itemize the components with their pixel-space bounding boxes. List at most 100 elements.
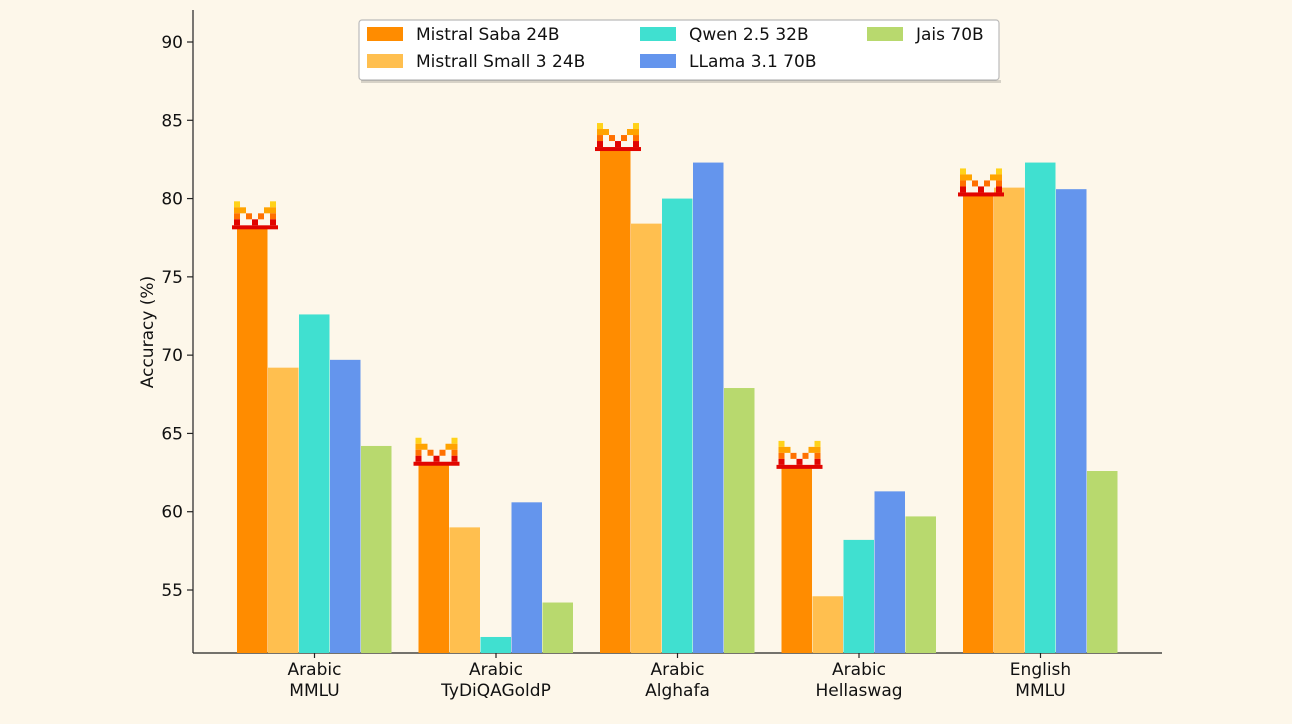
logo-pixel — [633, 135, 639, 142]
x-tick-label: Arabic — [832, 660, 886, 680]
bar — [1056, 189, 1087, 654]
logo-pixel — [814, 440, 821, 447]
y-tick-label: 65 — [161, 424, 183, 444]
logo-pixel — [633, 123, 639, 130]
logo-pixel — [270, 201, 276, 208]
bar — [1087, 471, 1118, 653]
logo-pixel — [609, 135, 615, 142]
chart-highlight-logos — [232, 123, 1004, 469]
logo-pixel — [234, 219, 240, 226]
logo-pixel — [966, 174, 972, 181]
x-tick-label: TyDiQAGoldP — [440, 681, 551, 701]
logo-pixel — [808, 446, 815, 453]
bar — [237, 228, 268, 653]
legend-label: LLama 3.1 70B — [689, 52, 816, 72]
logo-pixel — [603, 129, 609, 136]
legend-shadow — [361, 80, 1001, 83]
logo-pixel — [960, 180, 966, 187]
logo-pixel — [597, 129, 603, 136]
logo-pixel — [984, 180, 990, 187]
logo-pixel — [264, 207, 270, 214]
logo-pixel — [990, 174, 996, 181]
logo-base — [776, 464, 823, 469]
logo-base — [232, 225, 278, 230]
logo-pixel — [615, 141, 621, 148]
logo-pixel — [451, 437, 458, 444]
logo-pixel — [445, 443, 452, 450]
logo-pixel — [621, 135, 627, 142]
logo-pixel — [784, 446, 791, 453]
bar — [905, 516, 936, 653]
bar — [693, 162, 724, 653]
logo-pixel — [633, 129, 639, 136]
x-tick-label: Hellaswag — [815, 681, 902, 701]
logo-pixel — [778, 452, 785, 459]
logo-pixel — [240, 207, 246, 214]
logo-pixel — [802, 452, 809, 459]
logo-pixel — [960, 168, 966, 175]
x-tick-label: MMLU — [1015, 681, 1065, 701]
logo-pixel — [778, 458, 785, 465]
legend-swatch — [867, 27, 903, 41]
x-tick-label: MMLU — [289, 681, 339, 701]
logo-pixel — [451, 443, 458, 450]
bar — [662, 198, 693, 654]
logo-base — [958, 192, 1004, 197]
legend-swatch — [640, 27, 676, 41]
legend-item: Jais 70B — [867, 25, 984, 45]
bar — [843, 539, 874, 653]
logo-pixel — [778, 446, 785, 453]
logo-pixel — [234, 201, 240, 208]
logo-pixel — [246, 213, 252, 220]
bar — [724, 388, 755, 653]
logo-pixel — [597, 123, 603, 130]
logo-pixel — [778, 440, 785, 447]
legend-label: Mistrall Small 3 24B — [416, 52, 585, 72]
chart-bars — [237, 150, 1118, 654]
logo-pixel — [451, 455, 458, 462]
legend-box — [358, 19, 1000, 81]
logo-pixel — [234, 213, 240, 220]
logo-pixel — [978, 186, 984, 193]
logo-pixel — [451, 449, 458, 456]
logo-pixel — [996, 180, 1002, 187]
mistral-logo-icon — [958, 168, 1004, 197]
mistral-logo-icon — [232, 201, 278, 230]
legend-swatch — [367, 54, 403, 68]
y-tick-label: 90 — [161, 33, 183, 53]
x-tick-label: English — [1010, 660, 1071, 680]
chart-ticks: 5560657075808590ArabicMMLUArabicTyDiQAGo… — [161, 33, 1071, 701]
legend-item: Mistrall Small 3 24B — [367, 52, 585, 72]
mistral-logo-icon — [776, 440, 823, 469]
logo-pixel — [796, 458, 803, 465]
logo-pixel — [972, 180, 978, 187]
logo-pixel — [415, 443, 422, 450]
bar — [631, 223, 662, 653]
bar — [330, 359, 361, 653]
logo-base — [595, 147, 641, 152]
logo-pixel — [415, 449, 422, 456]
y-tick-label: 85 — [161, 111, 183, 131]
bar — [994, 187, 1025, 653]
logo-pixel — [270, 207, 276, 214]
legend-label: Mistral Saba 24B — [416, 25, 560, 45]
bar — [874, 491, 905, 653]
y-tick-label: 70 — [161, 346, 183, 366]
logo-pixel — [996, 168, 1002, 175]
bar — [600, 150, 631, 653]
legend-item: Mistral Saba 24B — [367, 25, 560, 45]
logo-pixel — [633, 141, 639, 148]
y-tick-label: 60 — [161, 503, 183, 523]
legend-swatch — [640, 54, 676, 68]
y-tick-label: 80 — [161, 190, 183, 210]
logo-pixel — [814, 446, 821, 453]
legend-item: Qwen 2.5 32B — [640, 25, 809, 45]
bar — [480, 636, 511, 653]
logo-pixel — [234, 207, 240, 214]
logo-base — [413, 461, 460, 466]
logo-pixel — [627, 129, 633, 136]
logo-pixel — [439, 449, 446, 456]
logo-pixel — [433, 455, 440, 462]
